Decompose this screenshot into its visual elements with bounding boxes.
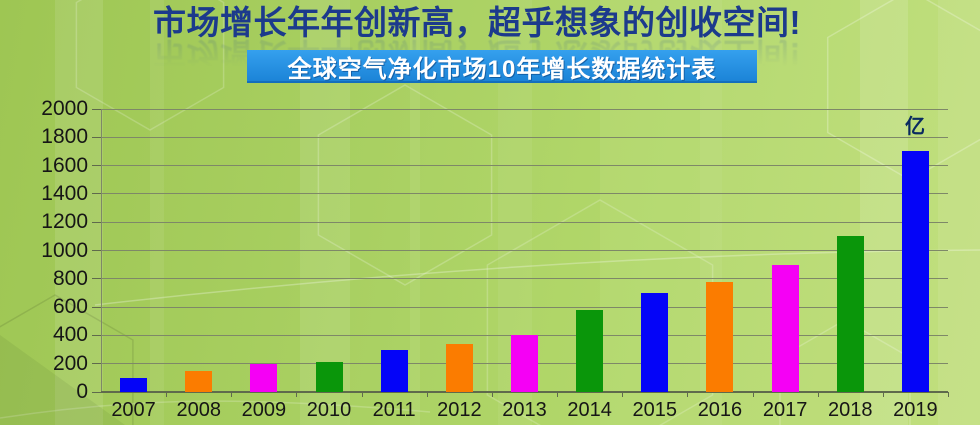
y-tick-mark <box>92 306 101 308</box>
x-tick-label: 2014 <box>567 399 612 421</box>
x-tick-label: 2013 <box>502 399 547 421</box>
unit-label: 亿 <box>905 116 925 138</box>
gridline <box>101 193 948 195</box>
bar-2012 <box>445 343 473 392</box>
bar-2014 <box>576 309 604 392</box>
y-tick-label: 1400 <box>41 181 88 205</box>
y-tick-mark <box>92 334 101 336</box>
bar-2009 <box>250 363 278 392</box>
x-tick-mark <box>361 392 363 397</box>
page-title: 市场增长年年创新高，超乎想象的创收空间! <box>153 4 801 41</box>
subtitle-banner: 全球空气净化市场10年增长数据统计表 <box>247 50 757 83</box>
x-tick-label: 2018 <box>828 399 873 421</box>
y-tick-label: 2000 <box>41 97 88 120</box>
y-tick-label: 1000 <box>41 238 88 262</box>
x-tick-mark <box>557 392 559 397</box>
y-tick-label: 0 <box>76 380 88 403</box>
x-tick-mark <box>882 392 884 397</box>
x-tick-label: 2008 <box>176 399 221 421</box>
y-tick-mark <box>92 165 101 167</box>
bar-2017 <box>771 264 799 392</box>
x-tick-label: 2019 <box>893 399 938 421</box>
gridline <box>101 221 948 223</box>
y-tick-label: 1200 <box>41 210 88 234</box>
y-tick-mark <box>92 136 101 138</box>
x-tick-label: 2016 <box>697 399 743 421</box>
gridline <box>101 165 948 167</box>
gridline <box>101 278 948 280</box>
bar-2018 <box>836 236 864 392</box>
bar-2008 <box>185 370 213 392</box>
x-tick-label: 2017 <box>762 399 808 421</box>
y-tick-mark <box>92 108 101 110</box>
y-tick-label: 1600 <box>41 153 88 177</box>
x-tick-label: 2007 <box>111 399 156 421</box>
x-tick-mark <box>166 392 168 397</box>
y-tick-mark <box>92 391 101 393</box>
gridline <box>101 306 948 308</box>
x-tick-label: 2011 <box>372 399 416 421</box>
y-tick-mark <box>92 250 101 251</box>
y-tick-mark <box>92 221 101 223</box>
y-tick-label: 400 <box>52 323 88 347</box>
x-tick-mark <box>817 392 819 397</box>
y-tick-label: 800 <box>52 266 88 290</box>
bar-2007 <box>120 377 148 392</box>
bar-2019 <box>901 151 929 392</box>
x-tick-label: 2010 <box>306 399 352 421</box>
y-tick-label: 1800 <box>41 125 88 149</box>
bar-2011 <box>380 349 408 392</box>
x-tick-mark <box>687 392 689 397</box>
y-tick-label: 200 <box>52 351 88 375</box>
subtitle-text: 全球空气净化市场10年增长数据统计表 <box>287 56 717 83</box>
x-tick-mark <box>752 392 754 397</box>
y-tick-mark <box>92 363 101 365</box>
x-tick-label: 2012 <box>437 399 482 421</box>
bar-2015 <box>641 292 669 392</box>
bar-2016 <box>706 281 734 392</box>
bar-2010 <box>315 362 343 392</box>
y-tick-label: 600 <box>52 295 88 319</box>
x-tick-mark <box>948 392 949 397</box>
x-tick-mark <box>426 392 428 397</box>
x-tick-mark <box>231 392 233 397</box>
gridline <box>101 250 948 251</box>
x-tick-mark <box>296 392 298 397</box>
bar-2013 <box>511 335 538 392</box>
x-axis-line <box>101 391 948 393</box>
gridline <box>101 136 948 138</box>
x-tick-label: 2009 <box>241 399 287 421</box>
x-tick-mark <box>622 392 624 397</box>
x-tick-label: 2015 <box>632 399 678 421</box>
y-tick-mark <box>92 278 101 280</box>
x-tick-mark <box>491 392 493 397</box>
gridline <box>101 108 948 110</box>
y-tick-mark <box>92 193 101 195</box>
